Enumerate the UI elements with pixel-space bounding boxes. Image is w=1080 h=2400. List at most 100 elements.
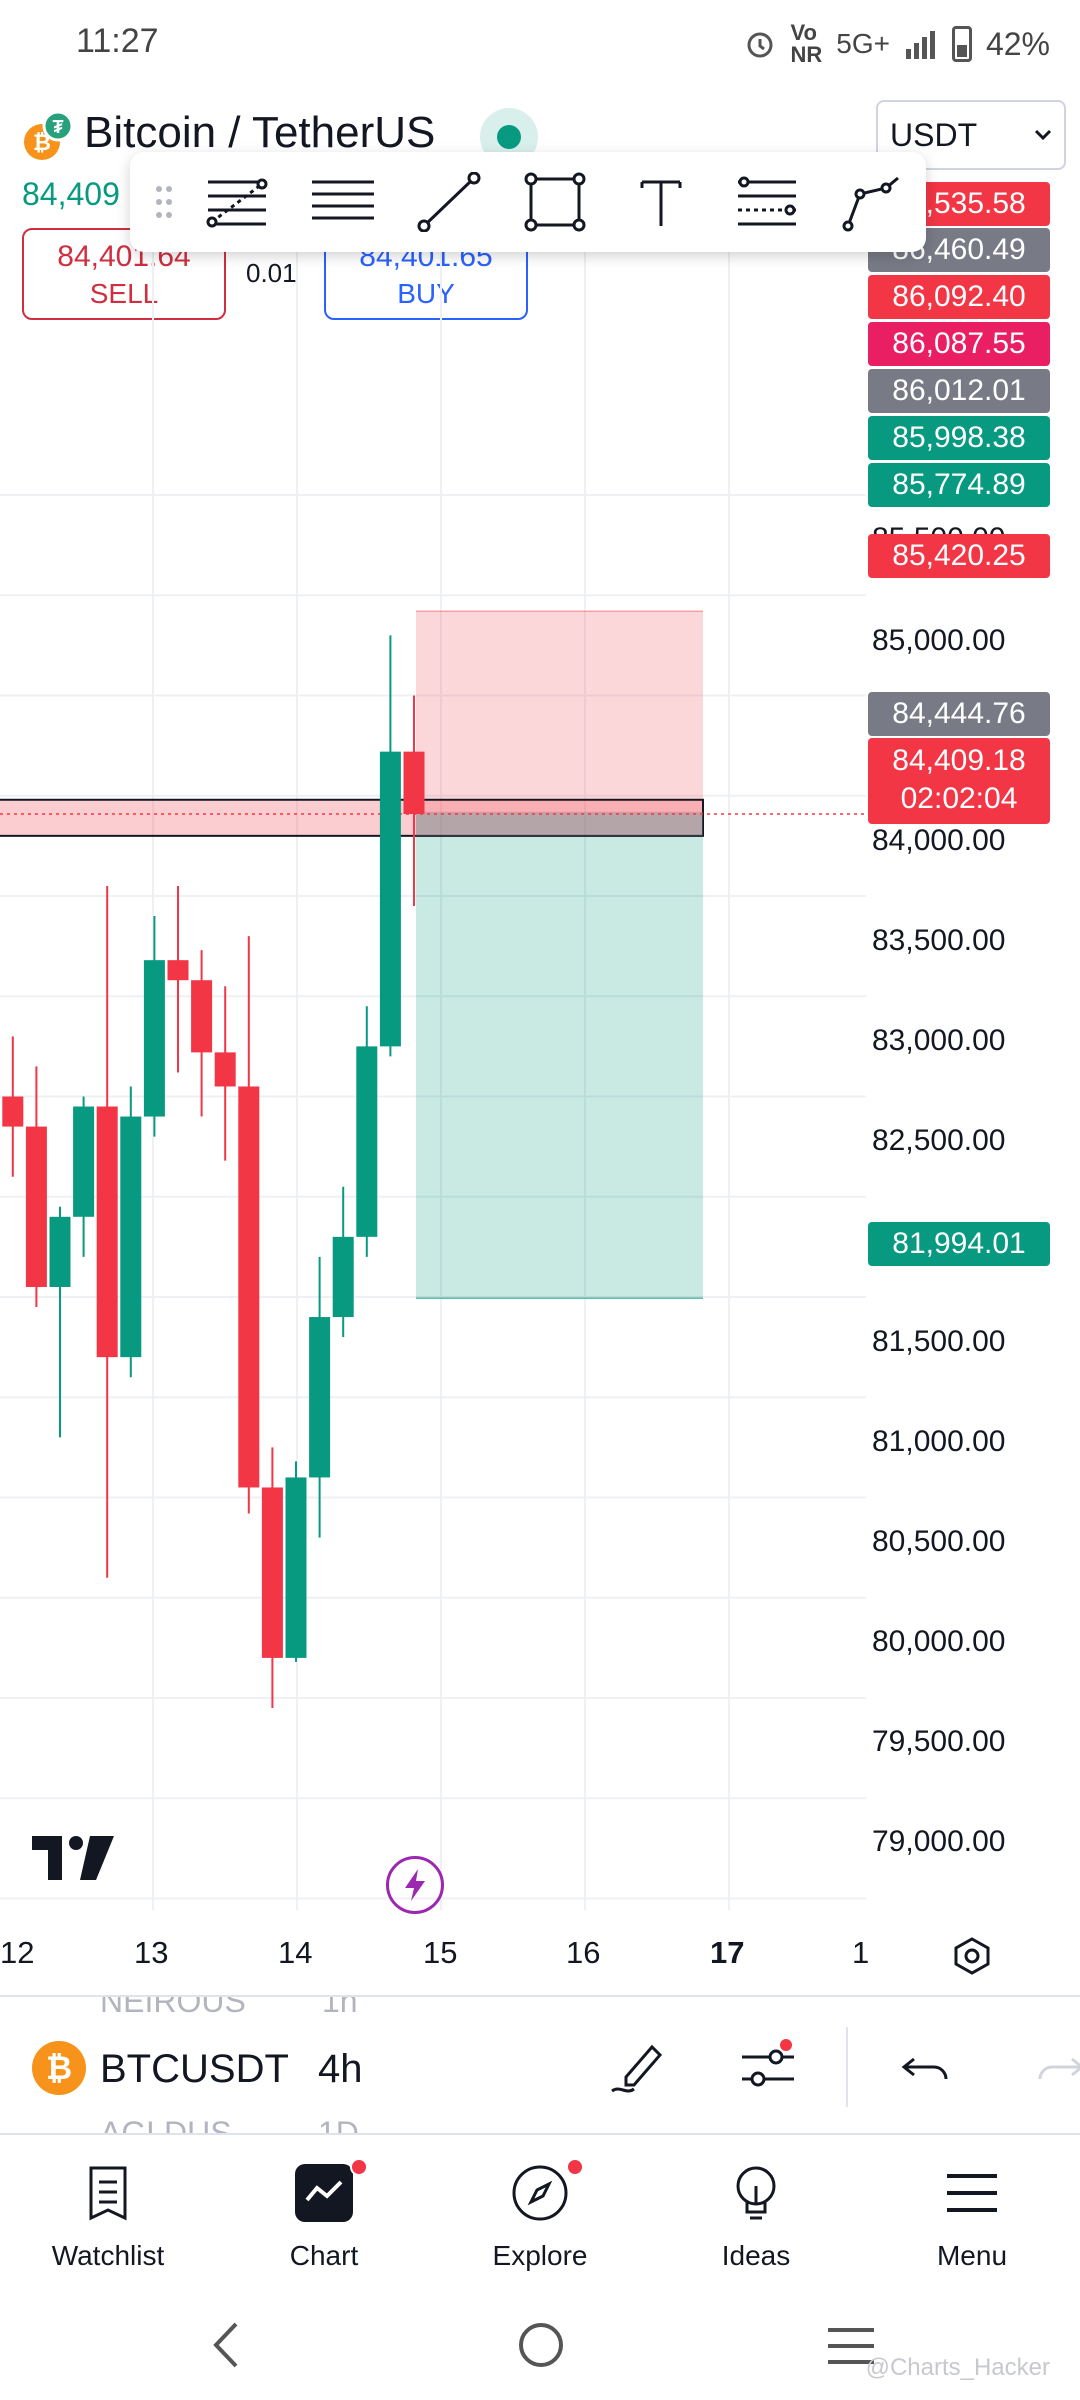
chart-icon [295,2164,353,2222]
nav-label: Explore [492,2240,588,2271]
time-tick: 17 [710,1935,745,1970]
fib-channel-icon[interactable] [714,157,820,247]
system-navigation: @Charts_Hacker [0,2290,1080,2400]
watermark: @Charts_Hacker [865,2354,1050,2381]
flash-icon[interactable] [386,1856,444,1914]
bar-countdown: 02:02:04 [900,782,1018,815]
nav-label: Chart [289,2240,359,2271]
path-icon[interactable] [820,157,926,247]
explore-icon [512,2165,568,2221]
price-tag-value: 84,444.76 [892,697,1026,730]
undo-icon[interactable] [900,2037,952,2097]
drawing-pencil-icon[interactable] [608,2037,668,2097]
candle-body [332,1236,354,1318]
candle-body [403,751,425,814]
nav-menu[interactable]: Menu [864,2140,1080,2290]
nav-chart[interactable]: Chart [216,2140,432,2290]
time-tick: 12 [0,1935,35,1970]
candle-body [25,1126,47,1287]
price-tag-2: 86,460.49 [868,228,1050,272]
time-tick: 13 [134,1935,169,1970]
price-tag-7: 85,774.89 [868,463,1050,507]
trend-line-icon[interactable] [396,157,502,247]
symbol-ticker[interactable]: BTCUSDT [100,2047,289,2091]
home-icon[interactable] [516,2320,566,2370]
candle-body [285,1477,307,1658]
support-zone-rectangle [0,798,704,837]
last-price-tag: 84,409.18 02:02:04 [868,738,1050,824]
tradingview-logo-icon [32,1836,114,1880]
last-price: 84,409 [22,176,120,212]
menu-icon [947,2174,997,2212]
price-tick: 81,500.00 [872,1325,1006,1358]
parallel-lines-icon[interactable] [290,157,396,247]
price-tag-5: 86,012.01 [868,369,1050,413]
take-profit-tag: 81,994.01 [868,1222,1050,1266]
redo-icon[interactable] [1034,2037,1080,2097]
drawing-toolbar [130,152,926,252]
price-tag-4: 86,087.55 [868,322,1050,366]
candle-body [379,751,401,1047]
price-tag-value: 86,087.55 [892,327,1026,360]
next-symbol[interactable]: AGLDUS [100,2115,232,2135]
fib-retracement-icon[interactable] [184,157,290,247]
currency-value: USDT [890,116,978,153]
chart-notification-dot [350,2158,368,2176]
rectangle-icon[interactable] [502,157,608,247]
signal-icon [905,31,935,59]
price-tick: 79,000.00 [872,1825,1006,1858]
next-interval[interactable]: 1D [318,2115,359,2135]
back-icon[interactable] [208,2320,244,2370]
symbol-title[interactable]: Bitcoin / TetherUS [84,108,436,157]
price-tag-value: 86,012.01 [892,374,1026,407]
svg-text:₮: ₮ [53,117,64,137]
chevron-down-icon [1034,129,1052,141]
spread-value: 0.01 [246,258,297,288]
time-tick: 1 [852,1935,870,1970]
interval-selector[interactable]: 4h [318,2047,363,2091]
explore-notification-dot [566,2158,584,2176]
bottom-navigation: Watchlist Chart Explore Ideas Menu [0,2140,1080,2290]
battery-level: 42% [985,25,1050,62]
price-tag-value: 86,092.40 [892,280,1026,313]
nav-label: Ideas [721,2240,791,2271]
alarm-icon [747,32,773,58]
sell-label: SELL [89,278,159,309]
zone-overlap [416,811,703,836]
prev-symbol[interactable]: NEIROUS [100,1995,246,2019]
indicators-icon[interactable] [736,2037,800,2097]
price-tick: 81,000.00 [872,1425,1006,1458]
price-tick: 82,500.00 [872,1124,1006,1157]
bitcoin-logo-icon: ₿ ₮ [24,110,74,160]
price-tick: 84,000.00 [872,824,1006,857]
time-tick: 15 [423,1935,458,1970]
status-bar: 11:27 Vo NR 5G+ 42% [0,0,1080,90]
price-tag-9: 84,444.76 [868,692,1050,736]
candle-body [309,1317,331,1478]
price-tick: 83,500.00 [872,924,1006,957]
time-tick: 14 [278,1935,313,1970]
price-tick: 79,500.00 [872,1725,1006,1758]
volte-label: Vo NR [790,20,823,67]
nav-ideas[interactable]: Ideas [648,2140,864,2290]
candle-body [73,1106,95,1217]
candle-body [214,1052,236,1087]
candlestick-chart[interactable] [0,250,866,1910]
price-tick: 83,000.00 [872,1024,1006,1057]
stop-loss-zone [416,611,703,814]
candle-body [143,960,165,1117]
text-icon[interactable] [608,157,714,247]
candle-body [167,960,189,981]
nav-explore[interactable]: Explore [432,2140,648,2290]
prev-interval[interactable]: 1h [322,1995,358,2019]
symbol-bar: NEIROUS 1h ₿ BTCUSDT 4h AGLDUS 1D [0,1995,1080,2135]
last-price-tag-value: 84,409.18 [892,744,1026,777]
price-tick: 85,000.00 [872,624,1006,657]
chart-settings-icon[interactable] [952,1936,992,1976]
nav-label: Menu [936,2240,1008,2271]
price-tick: 80,500.00 [872,1525,1006,1558]
drag-handle-icon[interactable] [144,172,184,232]
nav-watchlist[interactable]: Watchlist [0,2140,216,2290]
recents-icon[interactable] [826,2324,876,2368]
candle-body [49,1216,71,1287]
